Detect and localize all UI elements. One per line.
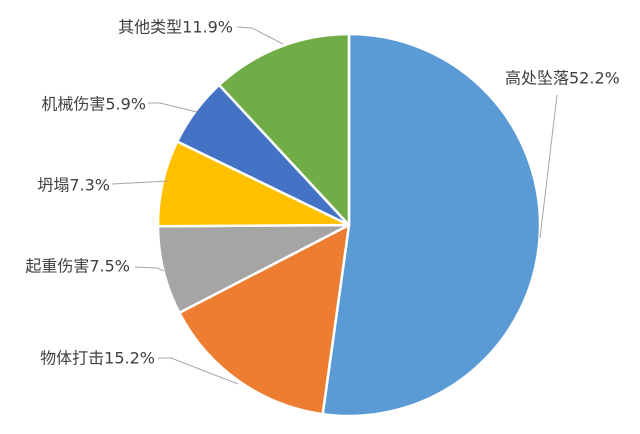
leader-line-3 [111,180,169,185]
leader-line-0 [539,94,558,239]
slice-label-0: 高处坠落52.2% [505,69,620,88]
pie-slice-1 [178,223,351,416]
slice-label-2: 起重伤害7.5% [25,257,130,276]
slice-label-5: 其他类型11.9% [118,18,233,37]
pie-slice-0 [321,32,542,418]
leader-line-2 [134,266,165,272]
slice-label-3: 坍塌7.3% [37,176,110,195]
pie-slice-5 [217,32,351,227]
leader-line-1 [158,357,239,385]
slice-label-4: 机械伤害5.9% [41,95,146,114]
slice-label-1: 物体打击15.2% [40,349,155,368]
leader-line-4 [148,102,198,113]
leader-line-5 [236,26,284,45]
